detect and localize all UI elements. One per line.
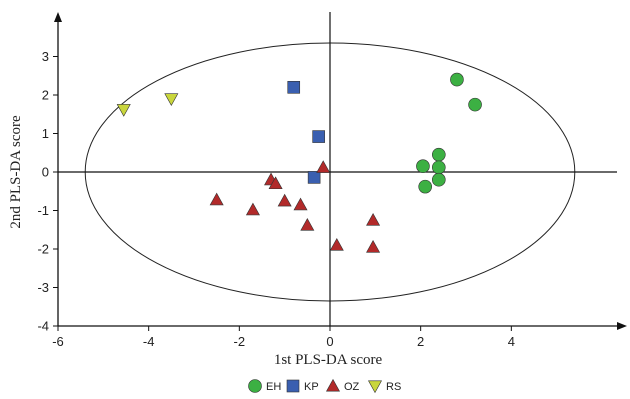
- legend-item-kp: KP: [286, 379, 319, 393]
- data-point: [366, 239, 381, 253]
- y-ticks: -4 -3 -2 -1 0 1 2 3: [37, 49, 58, 334]
- y-tick-label: -3: [37, 280, 49, 295]
- data-point: [209, 192, 224, 206]
- x-tick-label: -6: [52, 334, 64, 349]
- data-point: [164, 93, 179, 106]
- series-oz: [209, 160, 381, 253]
- legend-label: KP: [304, 381, 319, 393]
- legend-marker: [367, 380, 383, 394]
- legend-item-eh: EH: [248, 379, 281, 393]
- data-point: [312, 130, 325, 143]
- legend-marker: [286, 379, 300, 393]
- legend-marker: [248, 379, 262, 393]
- data-point: [450, 72, 464, 87]
- data-point: [245, 202, 260, 216]
- y-tick-label: 1: [42, 126, 49, 141]
- series-eh: [416, 72, 482, 194]
- data-points: [116, 72, 482, 253]
- series-kp: [287, 81, 325, 184]
- data-point: [316, 160, 331, 173]
- y-axis-arrow-icon: [54, 12, 62, 22]
- data-point: [268, 176, 283, 190]
- data-point: [287, 81, 301, 94]
- y-axis-title: 2nd PLS-DA score: [8, 115, 24, 229]
- y-tick-label: 0: [42, 165, 49, 180]
- legend-label: EH: [266, 381, 281, 393]
- y-tick-label: -2: [37, 242, 49, 257]
- y-tick-label: 3: [42, 49, 49, 64]
- x-axis-title: 1st PLS-DA score: [274, 352, 383, 368]
- data-point: [431, 160, 446, 175]
- data-point: [416, 159, 430, 174]
- data-point: [431, 172, 446, 187]
- legend: EH KP OZ RS: [248, 378, 401, 394]
- x-tick-label: 4: [508, 334, 515, 349]
- x-tick-label: -2: [234, 334, 246, 349]
- data-point: [116, 104, 131, 117]
- x-ticks: -6 -4 -2 0 2 4: [52, 326, 515, 349]
- data-point: [307, 171, 321, 184]
- data-point: [431, 147, 446, 162]
- data-point: [329, 238, 344, 251]
- y-tick-label: -1: [37, 203, 49, 218]
- x-axis-arrow-icon: [617, 322, 627, 330]
- data-point: [468, 97, 482, 112]
- legend-marker: [325, 378, 341, 392]
- legend-label: OZ: [344, 381, 360, 393]
- x-tick-label: 0: [326, 334, 333, 349]
- y-tick-label: -4: [37, 319, 49, 334]
- data-point: [293, 197, 308, 211]
- x-tick-label: -4: [143, 334, 155, 349]
- data-point: [300, 218, 315, 231]
- legend-item-rs: RS: [367, 380, 401, 394]
- data-point: [418, 179, 433, 194]
- data-point: [277, 193, 292, 207]
- legend-item-oz: OZ: [325, 378, 360, 393]
- series-rs: [116, 93, 179, 117]
- data-point: [366, 213, 381, 226]
- y-tick-label: 2: [42, 88, 49, 103]
- x-tick-label: 2: [417, 334, 424, 349]
- legend-label: RS: [386, 381, 401, 393]
